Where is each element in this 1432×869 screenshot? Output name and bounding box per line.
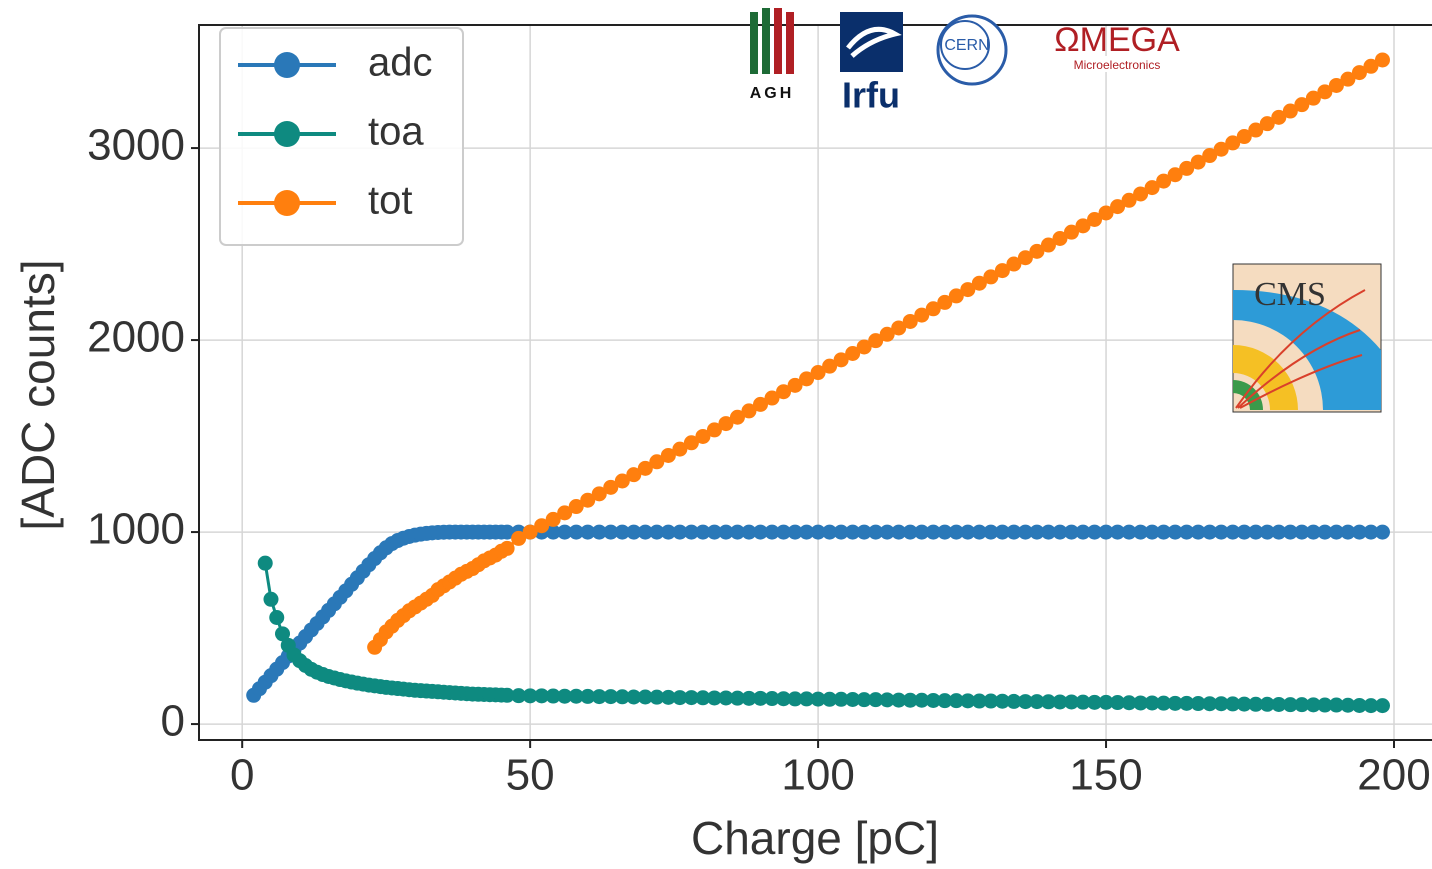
x-tick-label: 150	[1069, 751, 1142, 800]
legend: adc toa tot	[220, 28, 463, 245]
legend-label: toa	[368, 110, 424, 154]
data-point	[500, 541, 515, 556]
x-tick-label: 0	[230, 751, 254, 800]
legend-marker	[274, 121, 300, 147]
legend-marker	[274, 52, 300, 78]
y-tick-label: 1000	[87, 505, 185, 554]
cern-logo: CERN	[938, 16, 1006, 84]
data-point	[258, 556, 273, 571]
logo-text: AGH	[750, 85, 795, 102]
x-tick-label: 200	[1357, 751, 1430, 800]
legend-label: adc	[368, 41, 433, 85]
logo-text: CERN	[944, 37, 989, 54]
agh-logo: AGH	[750, 8, 795, 102]
y-tick-label: 0	[161, 697, 185, 746]
data-point	[1375, 698, 1390, 713]
logo-text: Irfu	[842, 75, 900, 116]
x-tick-label: 100	[781, 751, 854, 800]
x-tick-label: 50	[506, 751, 555, 800]
y-tick-label: 2000	[87, 313, 185, 362]
cms-logo: CMS	[1233, 264, 1381, 412]
data-point	[1375, 52, 1390, 67]
y-tick-label: 3000	[87, 121, 185, 170]
legend-marker	[274, 190, 300, 216]
logos: AGH Irfu CERN ΩMEGA Microelectronics CMS	[750, 8, 1381, 412]
data-point	[1375, 525, 1390, 540]
y-axis-label: [ADC counts]	[12, 260, 64, 531]
chart: adc toa tot Charge [pC] [ADC counts] AGH I…	[0, 0, 1432, 869]
data-point	[269, 610, 284, 625]
logo-text: Microelectronics	[1074, 58, 1161, 72]
logo-text: CMS	[1254, 276, 1326, 313]
data-point	[263, 592, 278, 607]
irfu-logo: Irfu	[840, 12, 903, 116]
logo-text: ΩMEGA	[1054, 21, 1180, 59]
omega-logo: ΩMEGA Microelectronics	[1050, 21, 1184, 72]
legend-label: tot	[368, 179, 412, 223]
x-axis-label: Charge [pC]	[691, 812, 939, 864]
